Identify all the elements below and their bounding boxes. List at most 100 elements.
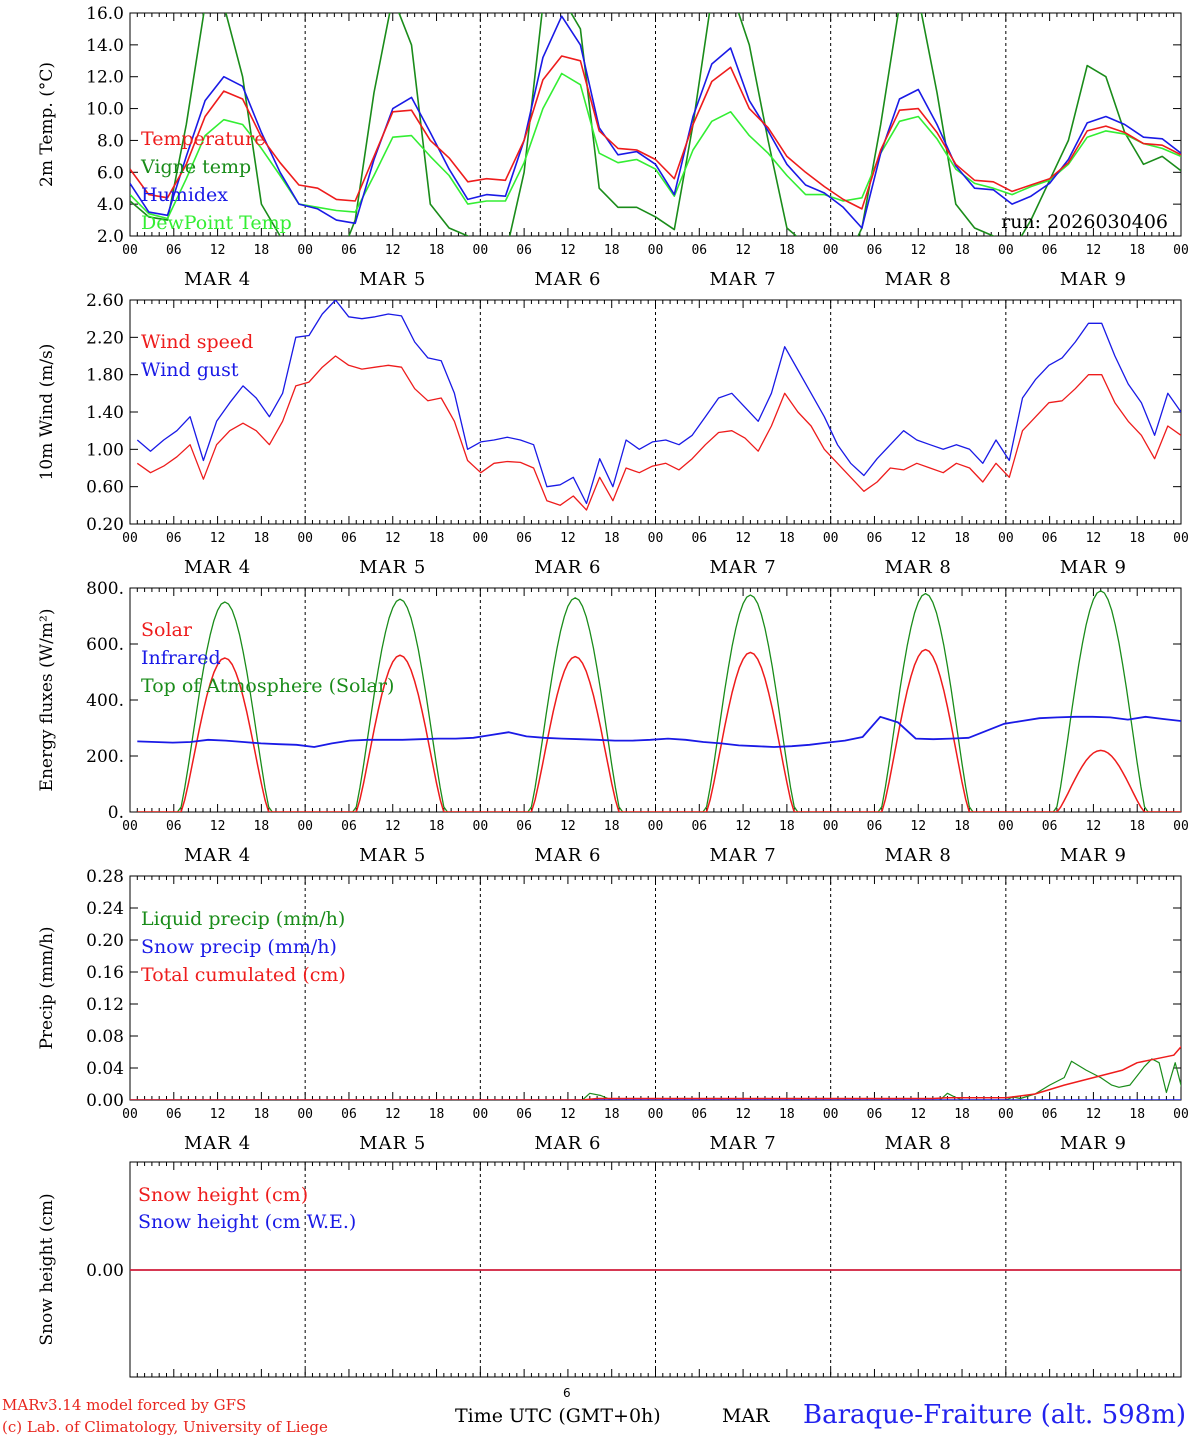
day-label: MAR 8 <box>885 845 952 866</box>
y-tick-label: 12.0 <box>86 68 124 88</box>
panel-3: 00 06 12 18 00 06 12 18 00 06 12 18 00 06 12 18 00 06 12 18… <box>37 579 1189 866</box>
hour-tick-label: 18 <box>1129 531 1145 546</box>
day-label: MAR 6 <box>534 557 601 578</box>
hour-tick-label: 06 <box>516 819 532 834</box>
legend-entry: DewPoint Temp <box>141 212 292 234</box>
hour-tick-label: 12 <box>385 243 401 258</box>
day-label: MAR 8 <box>885 557 952 578</box>
y-tick-label: 400. <box>86 691 124 711</box>
y-tick-label: 0.16 <box>86 963 124 983</box>
legend-entry: Infrared <box>141 647 221 669</box>
panel-frame <box>129 587 1182 813</box>
legend-entry: Snow height (cm W.E.) <box>138 1211 356 1233</box>
hour-tick-label: 12 <box>385 531 401 546</box>
y-tick-label: 0.00 <box>86 1261 124 1281</box>
hour-tick-label: 12 <box>1086 819 1102 834</box>
y-axis-label: 10m Wind (m/s) <box>37 344 57 481</box>
y-tick-label: 4.0 <box>97 195 124 215</box>
y-tick-label: 0.00 <box>86 1091 124 1111</box>
hour-tick-label: 00 <box>648 243 664 258</box>
hour-tick-label: 06 <box>166 531 182 546</box>
hour-tick-label: 00 <box>473 243 489 258</box>
hour-tick-label: 06 <box>1042 531 1058 546</box>
y-tick-label: 0.28 <box>86 867 124 887</box>
hour-tick-label: 12 <box>210 1107 226 1122</box>
model-credit: MARv3.14 model forced by GFS <box>2 1396 247 1414</box>
hour-tick-label: 00 <box>122 531 138 546</box>
hour-tick-label: 12 <box>210 531 226 546</box>
hour-tick-label: 12 <box>1086 243 1102 258</box>
y-tick-label: 6.0 <box>97 163 124 183</box>
hour-tick-label: 06 <box>1042 1107 1058 1122</box>
hour-tick-label: 06 <box>867 1107 883 1122</box>
hour-tick-label: 00 <box>823 531 839 546</box>
series-line-top-of-atmosphere <box>137 590 1181 812</box>
hour-tick-label: 12 <box>910 243 926 258</box>
y-tick-label: 10.0 <box>86 100 124 120</box>
stray-six-label: 6 <box>563 1386 571 1400</box>
hour-tick-label: 00 <box>823 243 839 258</box>
y-tick-label: 0.20 <box>86 931 124 951</box>
y-tick-label: 1.00 <box>86 440 124 460</box>
y-tick-label: 200. <box>86 747 124 767</box>
legend-entry: Humidex <box>141 184 228 206</box>
hour-tick-label: 12 <box>1086 1107 1102 1122</box>
day-label: MAR 5 <box>359 845 426 866</box>
day-label: MAR 7 <box>710 269 777 290</box>
panel-5: 0.00 Snow height (cm) Snow height (cm) Snow… <box>37 1161 1182 1378</box>
hour-tick-label: 06 <box>516 243 532 258</box>
y-tick-label: 2.20 <box>86 328 124 348</box>
legend-entry: Wind gust <box>141 359 239 381</box>
legend-entry: Temperature <box>141 128 265 150</box>
day-label: MAR 9 <box>1060 845 1127 866</box>
day-label: MAR 7 <box>710 1133 777 1154</box>
plot-area <box>137 590 1181 812</box>
hour-tick-label: 06 <box>516 1107 532 1122</box>
hour-tick-label: 00 <box>473 531 489 546</box>
series-line-wind-speed <box>136 355 1181 511</box>
legend-entry: Snow precip (mm/h) <box>141 936 337 958</box>
hour-tick-label: 12 <box>560 1107 576 1122</box>
y-axis-label: Precip (mm/h) <box>37 926 57 1049</box>
hour-tick-label: 06 <box>166 1107 182 1122</box>
panel-4: 00 06 12 18 00 06 12 18 00 06 12 18 00 06 12 18 00 06 12 18… <box>37 867 1189 1154</box>
hour-tick-label: 06 <box>166 243 182 258</box>
series-line-temperature <box>130 55 1181 210</box>
hour-tick-label: 00 <box>297 1107 313 1122</box>
plot-area <box>130 13 1181 236</box>
hour-tick-label: 00 <box>998 531 1014 546</box>
hour-tick-label: 18 <box>1129 243 1145 258</box>
legend-entry: Wind speed <box>141 331 253 353</box>
day-label: MAR 4 <box>184 557 251 578</box>
hour-tick-label: 00 <box>998 819 1014 834</box>
y-tick-label: 2.0 <box>97 227 124 247</box>
series-line-vigne-temp <box>130 13 1181 236</box>
legend-entry: Vigne temp <box>140 156 251 178</box>
hour-tick-label: 06 <box>341 1107 357 1122</box>
panel-frame <box>129 299 1182 525</box>
hour-tick-label: 18 <box>1129 1107 1145 1122</box>
y-tick-label: 0.60 <box>86 478 124 498</box>
hour-tick-label: 00 <box>122 1107 138 1122</box>
y-tick-label: 0.12 <box>86 995 124 1015</box>
day-label: MAR 6 <box>534 845 601 866</box>
hour-tick-label: 06 <box>691 1107 707 1122</box>
hour-tick-label: 00 <box>1173 243 1189 258</box>
hour-tick-label: 18 <box>604 243 620 258</box>
hour-tick-label: 06 <box>1042 819 1058 834</box>
hour-tick-label: 12 <box>560 531 576 546</box>
hour-tick-label: 00 <box>122 243 138 258</box>
hour-tick-label: 06 <box>691 819 707 834</box>
hour-tick-label: 06 <box>867 243 883 258</box>
stray-mar-label: MAR <box>722 1405 770 1427</box>
hour-tick-label: 00 <box>648 819 664 834</box>
hour-tick-label: 00 <box>473 1107 489 1122</box>
legend-entry: Solar <box>141 619 193 641</box>
hour-tick-label: 12 <box>910 819 926 834</box>
y-axis-label: Snow height (cm) <box>37 1193 57 1345</box>
hour-tick-label: 12 <box>560 243 576 258</box>
hour-tick-label: 00 <box>122 819 138 834</box>
hour-tick-label: 18 <box>954 243 970 258</box>
hour-tick-label: 00 <box>297 531 313 546</box>
